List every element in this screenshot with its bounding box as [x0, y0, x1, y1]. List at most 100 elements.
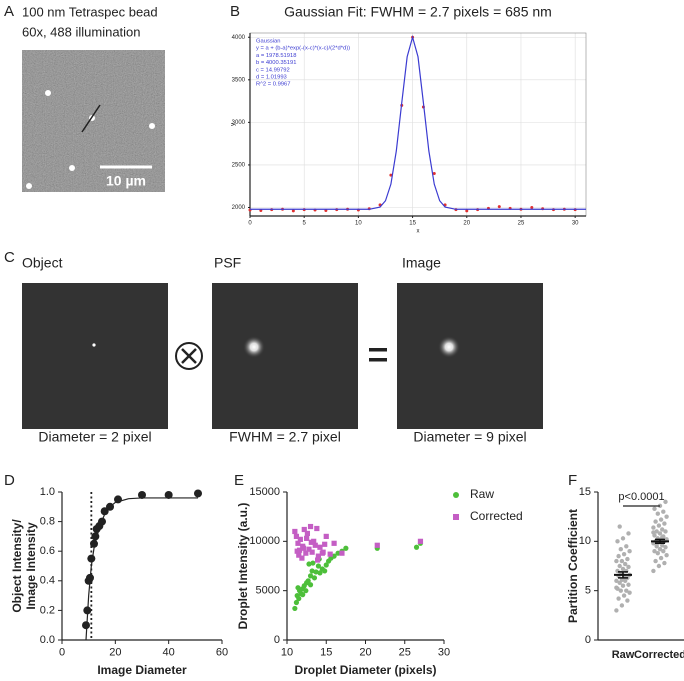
point: [293, 599, 300, 606]
point: [651, 568, 656, 574]
point: [652, 549, 657, 554]
point: [323, 562, 329, 568]
point: [311, 575, 318, 581]
x-tick-label: 20: [359, 647, 371, 659]
point: [614, 558, 619, 564]
x-tick-label: 30: [572, 220, 579, 226]
x-tick-label: 40: [163, 647, 175, 659]
point: [323, 533, 329, 539]
y-tick-label: 0: [585, 634, 591, 646]
y-tick-label: 15000: [249, 486, 280, 498]
object-dot: [92, 343, 96, 347]
y-axis-label: Image Intensity: [24, 522, 38, 610]
y-tick-label: 4000: [232, 35, 246, 41]
x-tick-label: 0: [248, 220, 252, 226]
point: [301, 526, 307, 533]
point: [307, 573, 314, 579]
fit-text: R^2 = 0.9967: [256, 82, 290, 88]
point: [625, 556, 630, 562]
point: [652, 506, 657, 511]
point: [616, 596, 621, 601]
point: [619, 577, 625, 583]
y-axis-label: y: [231, 123, 237, 126]
x-tick-label: Raw: [612, 649, 635, 661]
point: [660, 543, 665, 548]
point: [293, 533, 300, 539]
x-tick-label: 25: [518, 220, 525, 226]
point: [100, 507, 109, 516]
error-bar: [655, 538, 665, 545]
fit-text: d = 1.01993: [256, 75, 287, 81]
y-tick-label: 2500: [232, 163, 246, 169]
y-tick-label: 5: [585, 585, 591, 597]
fit-line: [85, 497, 198, 641]
point: [660, 535, 665, 540]
y-tick-label: 0: [274, 634, 280, 646]
point: [297, 536, 303, 542]
point: [653, 519, 658, 524]
point: [627, 590, 632, 595]
point: [339, 550, 345, 556]
error-bar: [618, 571, 628, 579]
point: [309, 568, 315, 574]
point: [619, 558, 625, 564]
point: [658, 517, 664, 522]
point: [413, 544, 420, 550]
y-tick-label: 1.0: [40, 486, 55, 498]
c-caption: FWHM = 2.7 pixel: [229, 429, 341, 445]
x-tick-label: 15: [409, 220, 416, 226]
point: [662, 521, 667, 526]
point: [82, 621, 90, 630]
result-image: [397, 283, 543, 429]
point: [295, 585, 301, 591]
point: [657, 531, 663, 536]
x-axis-label: Image Diameter: [97, 663, 187, 677]
point: [614, 585, 619, 590]
point: [656, 523, 662, 528]
point: [292, 605, 298, 612]
point: [657, 547, 663, 552]
point: [627, 549, 632, 554]
point: [331, 553, 337, 559]
legend-label: Raw: [470, 487, 494, 501]
y-tick-label: 0.2: [40, 604, 55, 616]
psf-image: [212, 283, 358, 429]
c-caption: Diameter = 2 pixel: [38, 429, 151, 445]
x-tick-label: 0: [59, 647, 65, 659]
point: [617, 524, 622, 529]
point: [306, 546, 312, 552]
point: [138, 490, 146, 499]
panel-letter: A: [4, 3, 14, 20]
point: [322, 541, 328, 547]
y-axis-label: Droplet Intensity (a.u.): [236, 503, 250, 630]
legend-marker: [453, 492, 459, 498]
point: [310, 560, 316, 566]
fit-line: [250, 35, 586, 210]
y-tick-label: 15: [579, 486, 591, 498]
point: [327, 551, 333, 557]
point: [303, 588, 309, 594]
point: [320, 549, 326, 555]
point: [618, 588, 623, 593]
x-tick-label: Corrected: [634, 649, 684, 661]
point: [617, 563, 622, 569]
y-tick-label: 10: [579, 535, 591, 547]
point: [658, 555, 664, 561]
y-tick-label: 10000: [249, 535, 280, 547]
point: [315, 557, 321, 563]
point: [315, 553, 321, 559]
panel-letter: B: [230, 3, 240, 20]
point: [312, 542, 318, 548]
point: [626, 531, 631, 536]
point: [662, 560, 667, 566]
point: [626, 564, 631, 570]
point: [615, 539, 620, 544]
point: [304, 535, 310, 541]
point: [308, 539, 314, 545]
point: [307, 523, 314, 530]
point: [164, 490, 173, 499]
x-tick-label: 10: [281, 647, 293, 659]
c-title: Image: [402, 255, 441, 271]
point: [87, 554, 96, 563]
point: [317, 570, 323, 576]
